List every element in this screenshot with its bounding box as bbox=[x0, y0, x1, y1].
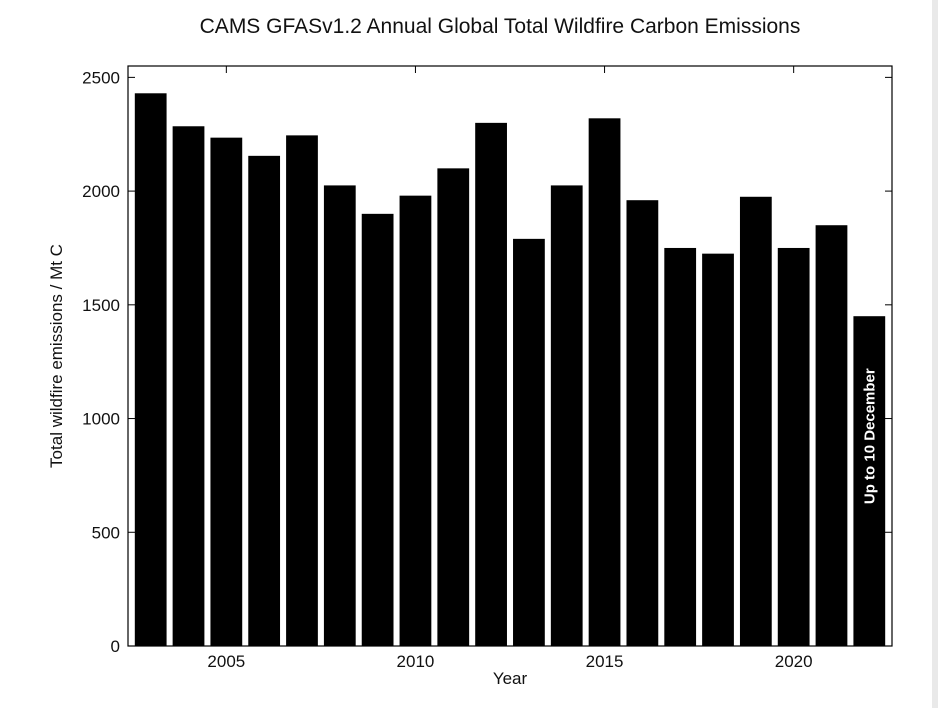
x-tick-label-2015: 2015 bbox=[586, 652, 624, 671]
bar-2015 bbox=[588, 118, 621, 646]
bar-2014 bbox=[550, 185, 583, 646]
y-axis: 0 500 1000 1500 2000 2500 bbox=[82, 68, 892, 656]
x-tick-label-2010: 2010 bbox=[397, 652, 435, 671]
plot-frame bbox=[127, 65, 893, 647]
bar-2008 bbox=[323, 185, 356, 646]
chart-title: CAMS GFASv1.2 Annual Global Total Wildfi… bbox=[200, 15, 801, 38]
y-tick-label-2000: 2000 bbox=[82, 182, 120, 201]
y-tick-label-1000: 1000 bbox=[82, 410, 120, 429]
bar-annotation: Up to 10 December bbox=[861, 368, 878, 504]
y-tick-label-2500: 2500 bbox=[82, 68, 120, 87]
bar-2017 bbox=[664, 247, 697, 646]
y-tick-label-1500: 1500 bbox=[82, 296, 120, 315]
y-tick-label-500: 500 bbox=[92, 523, 120, 542]
bar-2009 bbox=[361, 213, 394, 646]
bar-2011 bbox=[437, 168, 470, 646]
bar-2007 bbox=[286, 135, 318, 646]
bar-2021 bbox=[815, 225, 848, 646]
x-axis: 2005 2010 2015 2020 bbox=[207, 66, 813, 671]
x-axis-label: Year bbox=[493, 669, 528, 688]
y-tick-label-0: 0 bbox=[111, 637, 120, 656]
bar-2010 bbox=[399, 195, 432, 646]
bar-2020 bbox=[777, 247, 810, 646]
bar-2006 bbox=[248, 155, 281, 646]
bar-2016 bbox=[626, 200, 659, 646]
bar-2004 bbox=[172, 126, 205, 646]
bar-2003 bbox=[134, 93, 167, 647]
window-edge bbox=[932, 0, 938, 708]
bar-2013 bbox=[513, 238, 545, 647]
bar-2022 bbox=[853, 316, 886, 646]
bars-group bbox=[134, 93, 886, 647]
bar-2005 bbox=[210, 137, 243, 646]
bar-2019 bbox=[739, 196, 772, 646]
x-tick-label-2020: 2020 bbox=[775, 652, 813, 671]
y-axis-label: Total wildfire emissions / Mt C bbox=[47, 244, 66, 468]
bar-2012 bbox=[475, 122, 507, 647]
x-tick-label-2005: 2005 bbox=[207, 652, 245, 671]
bar-2018 bbox=[702, 253, 734, 646]
